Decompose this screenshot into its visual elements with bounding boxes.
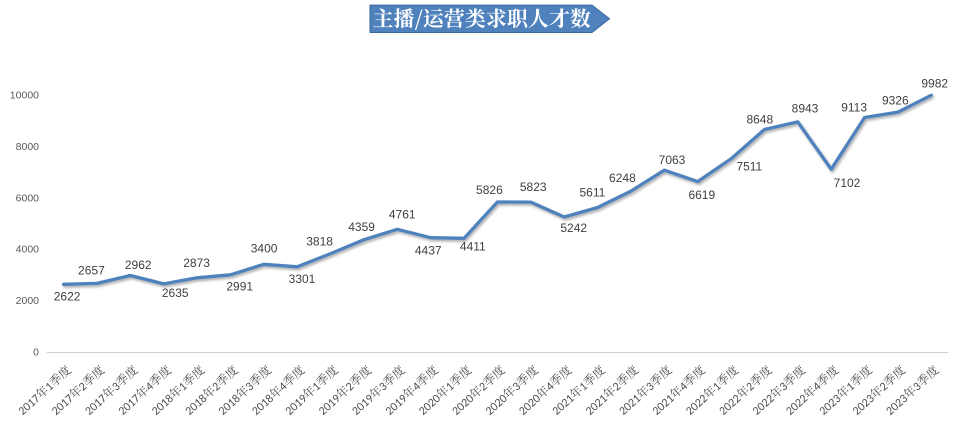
svg-text:8000: 8000: [16, 141, 40, 153]
svg-text:3818: 3818: [306, 235, 333, 249]
svg-text:9113: 9113: [841, 101, 867, 115]
svg-text:9326: 9326: [882, 93, 909, 107]
svg-text:2635: 2635: [162, 286, 189, 300]
svg-text:4411: 4411: [460, 240, 486, 254]
svg-text:7511: 7511: [736, 160, 762, 174]
svg-text:4437: 4437: [415, 243, 442, 257]
svg-text:6248: 6248: [609, 171, 636, 185]
svg-text:7102: 7102: [834, 176, 861, 190]
svg-text:5242: 5242: [560, 221, 587, 235]
svg-text:4359: 4359: [348, 220, 375, 234]
svg-text:2991: 2991: [226, 279, 253, 293]
svg-text:2657: 2657: [78, 264, 105, 278]
svg-text:5611: 5611: [579, 185, 605, 199]
svg-text:2000: 2000: [16, 295, 40, 307]
svg-text:7063: 7063: [659, 153, 686, 167]
svg-text:4000: 4000: [16, 244, 40, 256]
svg-text:3400: 3400: [251, 241, 278, 255]
svg-text:8943: 8943: [792, 101, 819, 115]
svg-text:0: 0: [33, 346, 39, 358]
svg-text:4761: 4761: [389, 207, 416, 221]
svg-text:6000: 6000: [16, 192, 40, 204]
svg-text:5826: 5826: [476, 183, 503, 197]
svg-text:2622: 2622: [54, 289, 81, 303]
svg-text:8648: 8648: [746, 113, 773, 127]
svg-text:2873: 2873: [183, 256, 210, 270]
svg-text:6619: 6619: [688, 188, 715, 202]
svg-text:9982: 9982: [921, 77, 948, 91]
svg-text:10000: 10000: [10, 90, 39, 102]
svg-text:5823: 5823: [520, 180, 547, 194]
svg-text:3301: 3301: [289, 272, 316, 286]
svg-text:2962: 2962: [125, 258, 152, 272]
